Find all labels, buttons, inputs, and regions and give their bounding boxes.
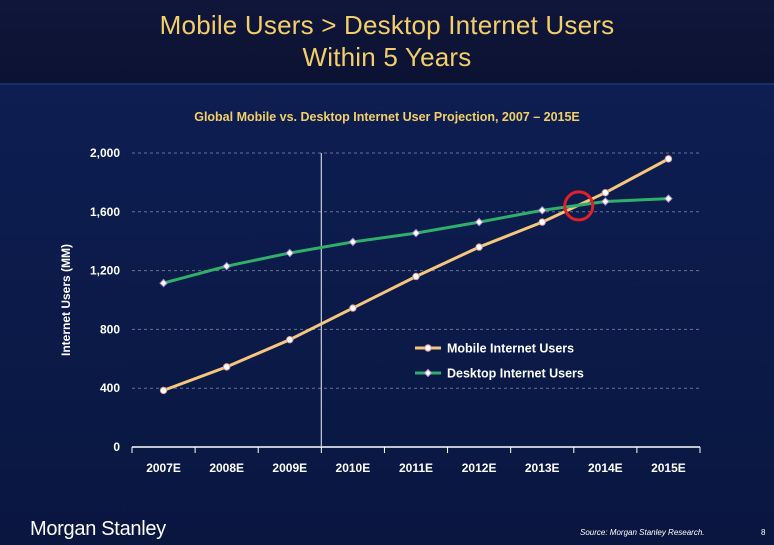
legend-mobile-marker bbox=[424, 344, 432, 352]
mobile-data-point bbox=[349, 304, 357, 312]
legend-mobile-label: Mobile Internet Users bbox=[447, 342, 574, 356]
y-axis-label: Internet Users (MM) bbox=[59, 244, 73, 356]
slide-title-line-1: Mobile Users > Desktop Internet Users bbox=[159, 10, 615, 40]
y-tick-label: 1,200 bbox=[90, 264, 120, 278]
mobile-data-point bbox=[664, 155, 673, 163]
mobile-data-point bbox=[222, 363, 231, 371]
legend-desktop-marker bbox=[423, 368, 433, 378]
desktop-data-point bbox=[601, 197, 610, 206]
source-note: Source: Morgan Stanley Research. bbox=[580, 528, 705, 537]
y-tick-label: 400 bbox=[100, 381, 120, 395]
y-tick-label: 1,600 bbox=[90, 205, 120, 219]
x-tick-label: 2010E bbox=[336, 461, 371, 475]
desktop-data-point bbox=[285, 248, 295, 258]
desktop-data-point bbox=[474, 217, 484, 227]
desktop-data-point bbox=[411, 228, 421, 238]
page-number: 8 bbox=[761, 528, 766, 537]
mobile-data-point bbox=[475, 243, 483, 251]
desktop-data-point bbox=[222, 261, 231, 271]
mobile-data-point bbox=[159, 386, 168, 395]
x-tick-label: 2014E bbox=[588, 461, 623, 475]
desktop-data-point bbox=[348, 237, 358, 247]
y-tick-label: 2,000 bbox=[90, 146, 120, 160]
desktop-data-point bbox=[537, 206, 547, 215]
mobile-data-point bbox=[601, 188, 610, 197]
y-tick-label: 800 bbox=[100, 322, 120, 336]
x-tick-label: 2011E bbox=[399, 461, 433, 475]
chart-title: Global Mobile vs. Desktop Internet User … bbox=[194, 110, 580, 124]
mobile-data-point bbox=[286, 335, 294, 344]
desktop-data-point bbox=[159, 278, 168, 288]
desktop-data-point bbox=[664, 194, 673, 203]
morgan-stanley-logo: Morgan Stanley bbox=[30, 518, 166, 540]
title-bar: Mobile Users > Desktop Internet Users Wi… bbox=[0, 0, 774, 85]
slide-title-line-2: Within 5 Years bbox=[302, 42, 472, 72]
crossover-highlight-circle bbox=[563, 190, 595, 222]
x-tick-label: 2008E bbox=[209, 461, 244, 475]
x-tick-label: 2012E bbox=[462, 461, 497, 475]
x-tick-label: 2007E bbox=[146, 461, 181, 475]
mobile-data-point bbox=[412, 272, 420, 281]
y-tick-label: 0 bbox=[113, 440, 120, 454]
x-tick-label: 2009E bbox=[272, 461, 307, 475]
mobile-data-point bbox=[538, 218, 546, 226]
x-tick-label: 2013E bbox=[525, 461, 560, 475]
legend-desktop-label: Desktop Internet Users bbox=[447, 367, 584, 381]
x-tick-label: 2015E bbox=[651, 461, 686, 475]
